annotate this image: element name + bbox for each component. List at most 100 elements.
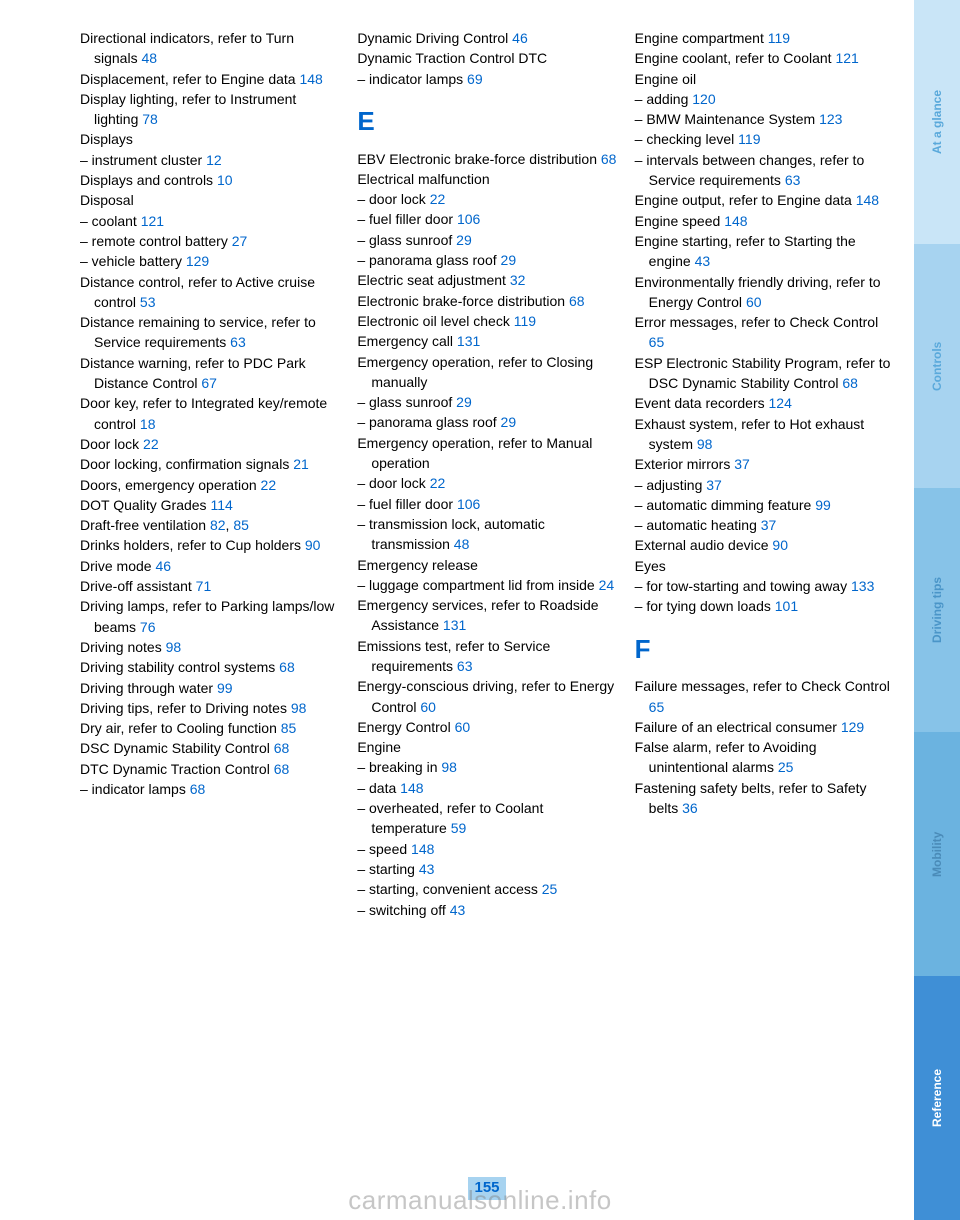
page-ref[interactable]: 131 [457,333,480,349]
page-ref[interactable]: 98 [166,639,182,655]
page-ref[interactable]: 68 [274,740,290,756]
page-ref[interactable]: 148 [299,71,322,87]
page-ref[interactable]: 121 [141,213,164,229]
page-ref[interactable]: 29 [501,414,517,430]
sidebar-tab[interactable]: At a glance [914,0,960,244]
page-ref[interactable]: 43 [695,253,711,269]
index-entry: Draft-free ventilation 82, 85 [80,515,339,535]
sidebar-tab[interactable]: Driving tips [914,488,960,732]
page-ref[interactable]: 67 [201,375,217,391]
page-ref[interactable]: 90 [305,537,321,553]
page-ref[interactable]: 68 [601,151,617,167]
page-ref[interactable]: 124 [769,395,792,411]
page-ref[interactable]: 119 [738,131,760,147]
page-ref[interactable]: 98 [697,436,713,452]
page-ref[interactable]: 25 [778,759,794,775]
page-ref[interactable]: 129 [841,719,864,735]
page-ref[interactable]: 29 [456,232,472,248]
page-ref[interactable]: 99 [217,680,233,696]
page-ref[interactable]: 82 [210,517,226,533]
sidebar-tab[interactable]: Reference [914,976,960,1220]
page-ref[interactable]: 27 [232,233,248,249]
page-ref[interactable]: 120 [692,91,715,107]
entry-text: Emergency operation, refer to Closing ma… [357,354,593,390]
index-entry: Engine coolant, refer to Coolant 121 [635,48,894,68]
page-ref[interactable]: 121 [835,50,858,66]
page-ref[interactable]: 63 [457,658,473,674]
page-ref[interactable]: 18 [140,416,156,432]
entry-text: Emergency call [357,333,457,349]
page-ref[interactable]: 24 [599,577,615,593]
page-ref[interactable]: 123 [819,111,842,127]
page-ref[interactable]: 46 [155,558,171,574]
page-ref[interactable]: 148 [411,841,434,857]
page-ref[interactable]: 22 [143,436,159,452]
page-ref[interactable]: 37 [761,517,777,533]
page-ref[interactable]: 10 [217,172,233,188]
page-ref[interactable]: 36 [682,800,698,816]
sidebar-tab[interactable]: Mobility [914,732,960,976]
page-ref[interactable]: 90 [772,537,788,553]
page-ref[interactable]: 59 [451,820,467,836]
page-ref[interactable]: 21 [293,456,309,472]
page-ref[interactable]: 114 [210,497,232,513]
page-ref[interactable]: 46 [512,30,528,46]
page-ref[interactable]: 78 [142,111,158,127]
page-ref[interactable]: 131 [443,617,466,633]
sidebar-tabs: At a glanceControlsDriving tipsMobilityR… [914,0,960,1220]
page-ref[interactable]: 65 [649,334,665,350]
page-ref[interactable]: 68 [569,293,585,309]
page-ref[interactable]: 71 [196,578,212,594]
page-ref[interactable]: 68 [842,375,858,391]
page-ref[interactable]: 22 [430,191,446,207]
page-ref[interactable]: 48 [454,536,470,552]
page-ref[interactable]: 60 [746,294,762,310]
entry-text: – data [357,780,400,796]
page-ref[interactable]: 129 [186,253,209,269]
page-ref[interactable]: 98 [441,759,457,775]
page-ref[interactable]: 85 [281,720,297,736]
page-ref[interactable]: 68 [274,761,290,777]
page-ref[interactable]: 101 [775,598,798,614]
page-ref[interactable]: 60 [420,699,436,715]
page-ref[interactable]: 22 [261,477,277,493]
page-ref[interactable]: 43 [419,861,435,877]
page-ref[interactable]: 37 [734,456,750,472]
entry-text: – speed [357,841,411,857]
page-ref[interactable]: 69 [467,71,483,87]
page-ref[interactable]: 133 [851,578,874,594]
page-ref[interactable]: 68 [190,781,206,797]
page-ref[interactable]: 119 [768,30,790,46]
page-ref[interactable]: 148 [400,780,423,796]
page-ref[interactable]: 37 [706,477,722,493]
index-entry: – BMW Maintenance System 123 [635,109,894,129]
page-ref[interactable]: 29 [456,394,472,410]
page-ref[interactable]: 29 [501,252,517,268]
page-ref[interactable]: 68 [279,659,295,675]
page-ref[interactable]: 48 [141,50,157,66]
page-ref[interactable]: 43 [450,902,466,918]
page-ref[interactable]: 106 [457,496,480,512]
page-ref[interactable]: 119 [514,313,536,329]
page-ref[interactable]: 60 [455,719,471,735]
page-ref[interactable]: 12 [206,152,222,168]
sidebar-tab[interactable]: Controls [914,244,960,488]
page-ref[interactable]: 76 [140,619,156,635]
page-ref[interactable]: 22 [430,475,446,491]
index-entry: – for tying down loads 101 [635,596,894,616]
page-ref[interactable]: 63 [785,172,801,188]
page-ref[interactable]: 85 [233,517,249,533]
page-ref[interactable]: 65 [649,699,665,715]
page-ref[interactable]: 148 [724,213,747,229]
page-ref[interactable]: 148 [856,192,879,208]
page-ref[interactable]: 53 [140,294,156,310]
page-ref[interactable]: 106 [457,211,480,227]
page-ref[interactable]: 25 [542,881,558,897]
entry-text: Electric seat adjustment [357,272,510,288]
page-ref[interactable]: 98 [291,700,307,716]
page-ref[interactable]: 99 [815,497,831,513]
page-ref[interactable]: 32 [510,272,526,288]
page-ref[interactable]: 63 [230,334,246,350]
index-entry: – adjusting 37 [635,475,894,495]
index-entry: – indicator lamps 68 [80,779,339,799]
